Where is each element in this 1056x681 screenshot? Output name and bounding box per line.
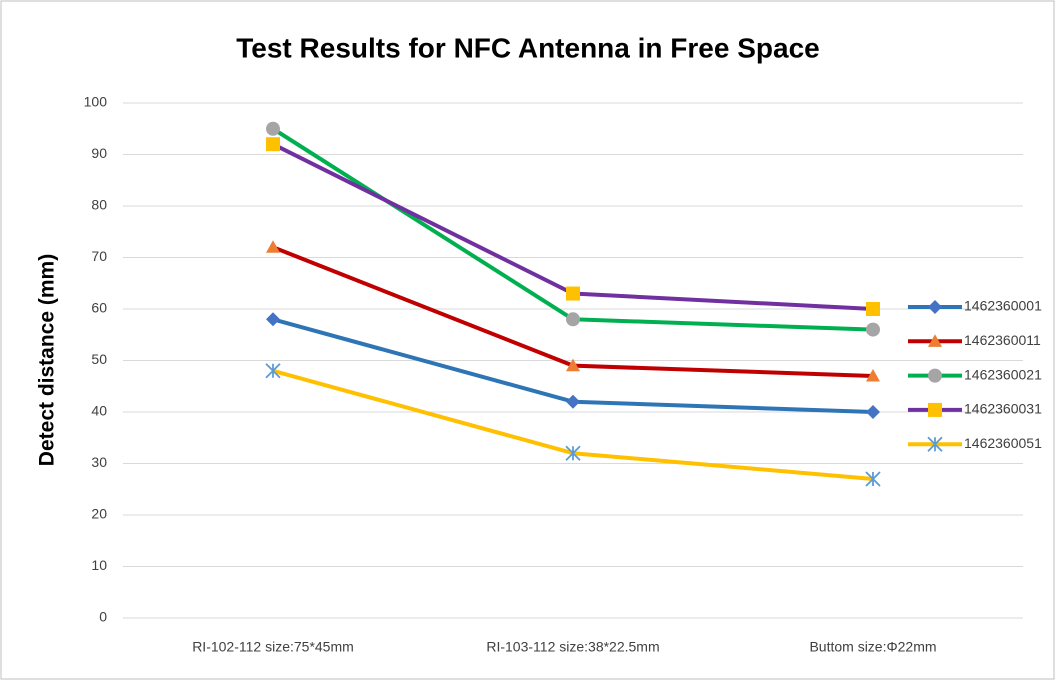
legend-label: 1462360011	[964, 332, 1041, 348]
legend-label: 1462360051	[964, 435, 1042, 451]
data-point	[865, 471, 881, 487]
x-tick-label: RI-103-112 size:38*22.5mm	[486, 639, 659, 655]
y-tick-label: 60	[91, 300, 107, 316]
y-tick-label: 70	[91, 248, 107, 264]
y-axis-label: Detect distance (mm)	[36, 254, 59, 466]
data-point	[566, 394, 580, 409]
legend-label: 1462360021	[964, 366, 1042, 382]
y-tick-label: 10	[91, 557, 107, 573]
legend-label: 1462360001	[964, 298, 1042, 314]
data-point	[866, 302, 880, 316]
data-point	[266, 312, 280, 327]
data-point	[566, 286, 580, 301]
y-tick-label: 90	[91, 145, 107, 161]
x-tick-label: Buttom size:Φ22mm	[809, 639, 936, 655]
y-tick-label: 50	[91, 351, 107, 367]
data-point	[566, 358, 580, 372]
legend-marker	[927, 436, 943, 452]
legend-marker	[928, 368, 942, 383]
data-point	[866, 322, 880, 337]
y-tick-label: 30	[91, 454, 107, 470]
data-point	[266, 240, 280, 253]
data-point	[566, 312, 580, 327]
data-point	[565, 445, 581, 461]
y-tick-label: 100	[84, 94, 108, 110]
y-tick-label: 0	[99, 609, 107, 625]
data-point	[266, 137, 280, 152]
y-tick-label: 40	[91, 403, 107, 419]
y-tick-label: 80	[91, 197, 107, 213]
y-tick-label: 20	[91, 506, 107, 522]
legend-marker	[928, 300, 942, 314]
data-point	[265, 363, 281, 379]
x-tick-label: RI-102-112 size:75*45mm	[192, 639, 354, 655]
data-point	[266, 121, 280, 136]
legend-marker	[928, 334, 942, 347]
chart-title: Test Results for NFC Antenna in Free Spa…	[236, 32, 819, 63]
data-point	[866, 405, 880, 419]
legend-marker	[928, 402, 942, 417]
legend-label: 1462360031	[964, 401, 1042, 417]
data-point	[866, 368, 880, 382]
